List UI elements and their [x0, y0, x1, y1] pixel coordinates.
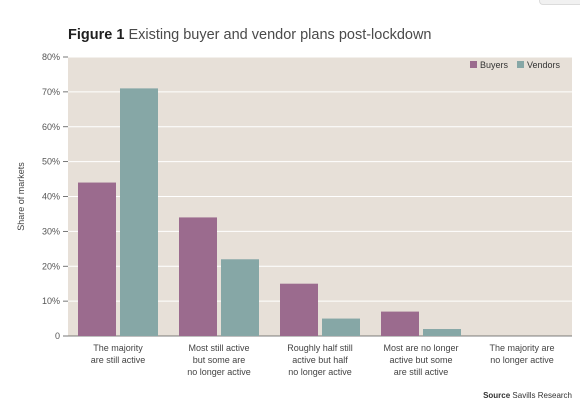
figure-caption: Existing buyer and vendor plans post-loc… [128, 27, 432, 43]
x-category-label: no longer active [187, 367, 251, 377]
x-category-label: Most are no longer [383, 343, 458, 353]
legend-swatch-buyers [470, 61, 477, 68]
x-category-label: are still active [394, 367, 449, 377]
source-label: Source [483, 391, 511, 400]
bar-buyers-2 [179, 217, 217, 336]
y-tick-label: 60% [42, 122, 60, 132]
bar-vendors-1 [120, 88, 158, 336]
bar-vendors-2 [221, 259, 259, 336]
x-category-label: but some are [193, 355, 246, 365]
y-tick-label: 10% [42, 296, 60, 306]
y-tick-label: 40% [42, 192, 60, 202]
x-category-label: no longer active [490, 355, 554, 365]
y-tick-label: 30% [42, 226, 60, 236]
figure-title: Figure 1 Existing buyer and vendor plans… [68, 27, 432, 43]
source-line: Source Savills Research [483, 391, 572, 400]
x-category-label: The majority are [489, 343, 554, 353]
x-category-label: no longer active [288, 367, 352, 377]
y-tick-label: 50% [42, 157, 60, 167]
x-category-label: Roughly half still [287, 343, 353, 353]
legend-swatch-vendors [517, 61, 524, 68]
x-category-label: active but some [389, 355, 452, 365]
y-tick-label: 80% [42, 52, 60, 62]
x-category-label: active but half [292, 355, 348, 365]
x-category-label: are still active [91, 355, 146, 365]
bar-buyers-3 [280, 283, 318, 336]
x-category-label: The majority [93, 343, 143, 353]
x-category-label: Most still active [188, 343, 249, 353]
bar-buyers-4 [381, 311, 419, 336]
source-text: Savills Research [512, 391, 572, 400]
y-tick-label: 70% [42, 87, 60, 97]
bar-buyers-1 [78, 182, 116, 336]
window-corner-tab [539, 0, 580, 5]
y-axis-label: Share of markets [16, 162, 26, 231]
bar-vendors-3 [322, 318, 360, 336]
legend-label-buyers: Buyers [480, 60, 509, 70]
bar-vendors-4 [423, 329, 461, 336]
y-tick-label: 20% [42, 261, 60, 271]
legend-label-vendors: Vendors [527, 60, 561, 70]
y-tick-label: 0 [55, 331, 60, 341]
figure-label: Figure 1 [68, 27, 125, 43]
